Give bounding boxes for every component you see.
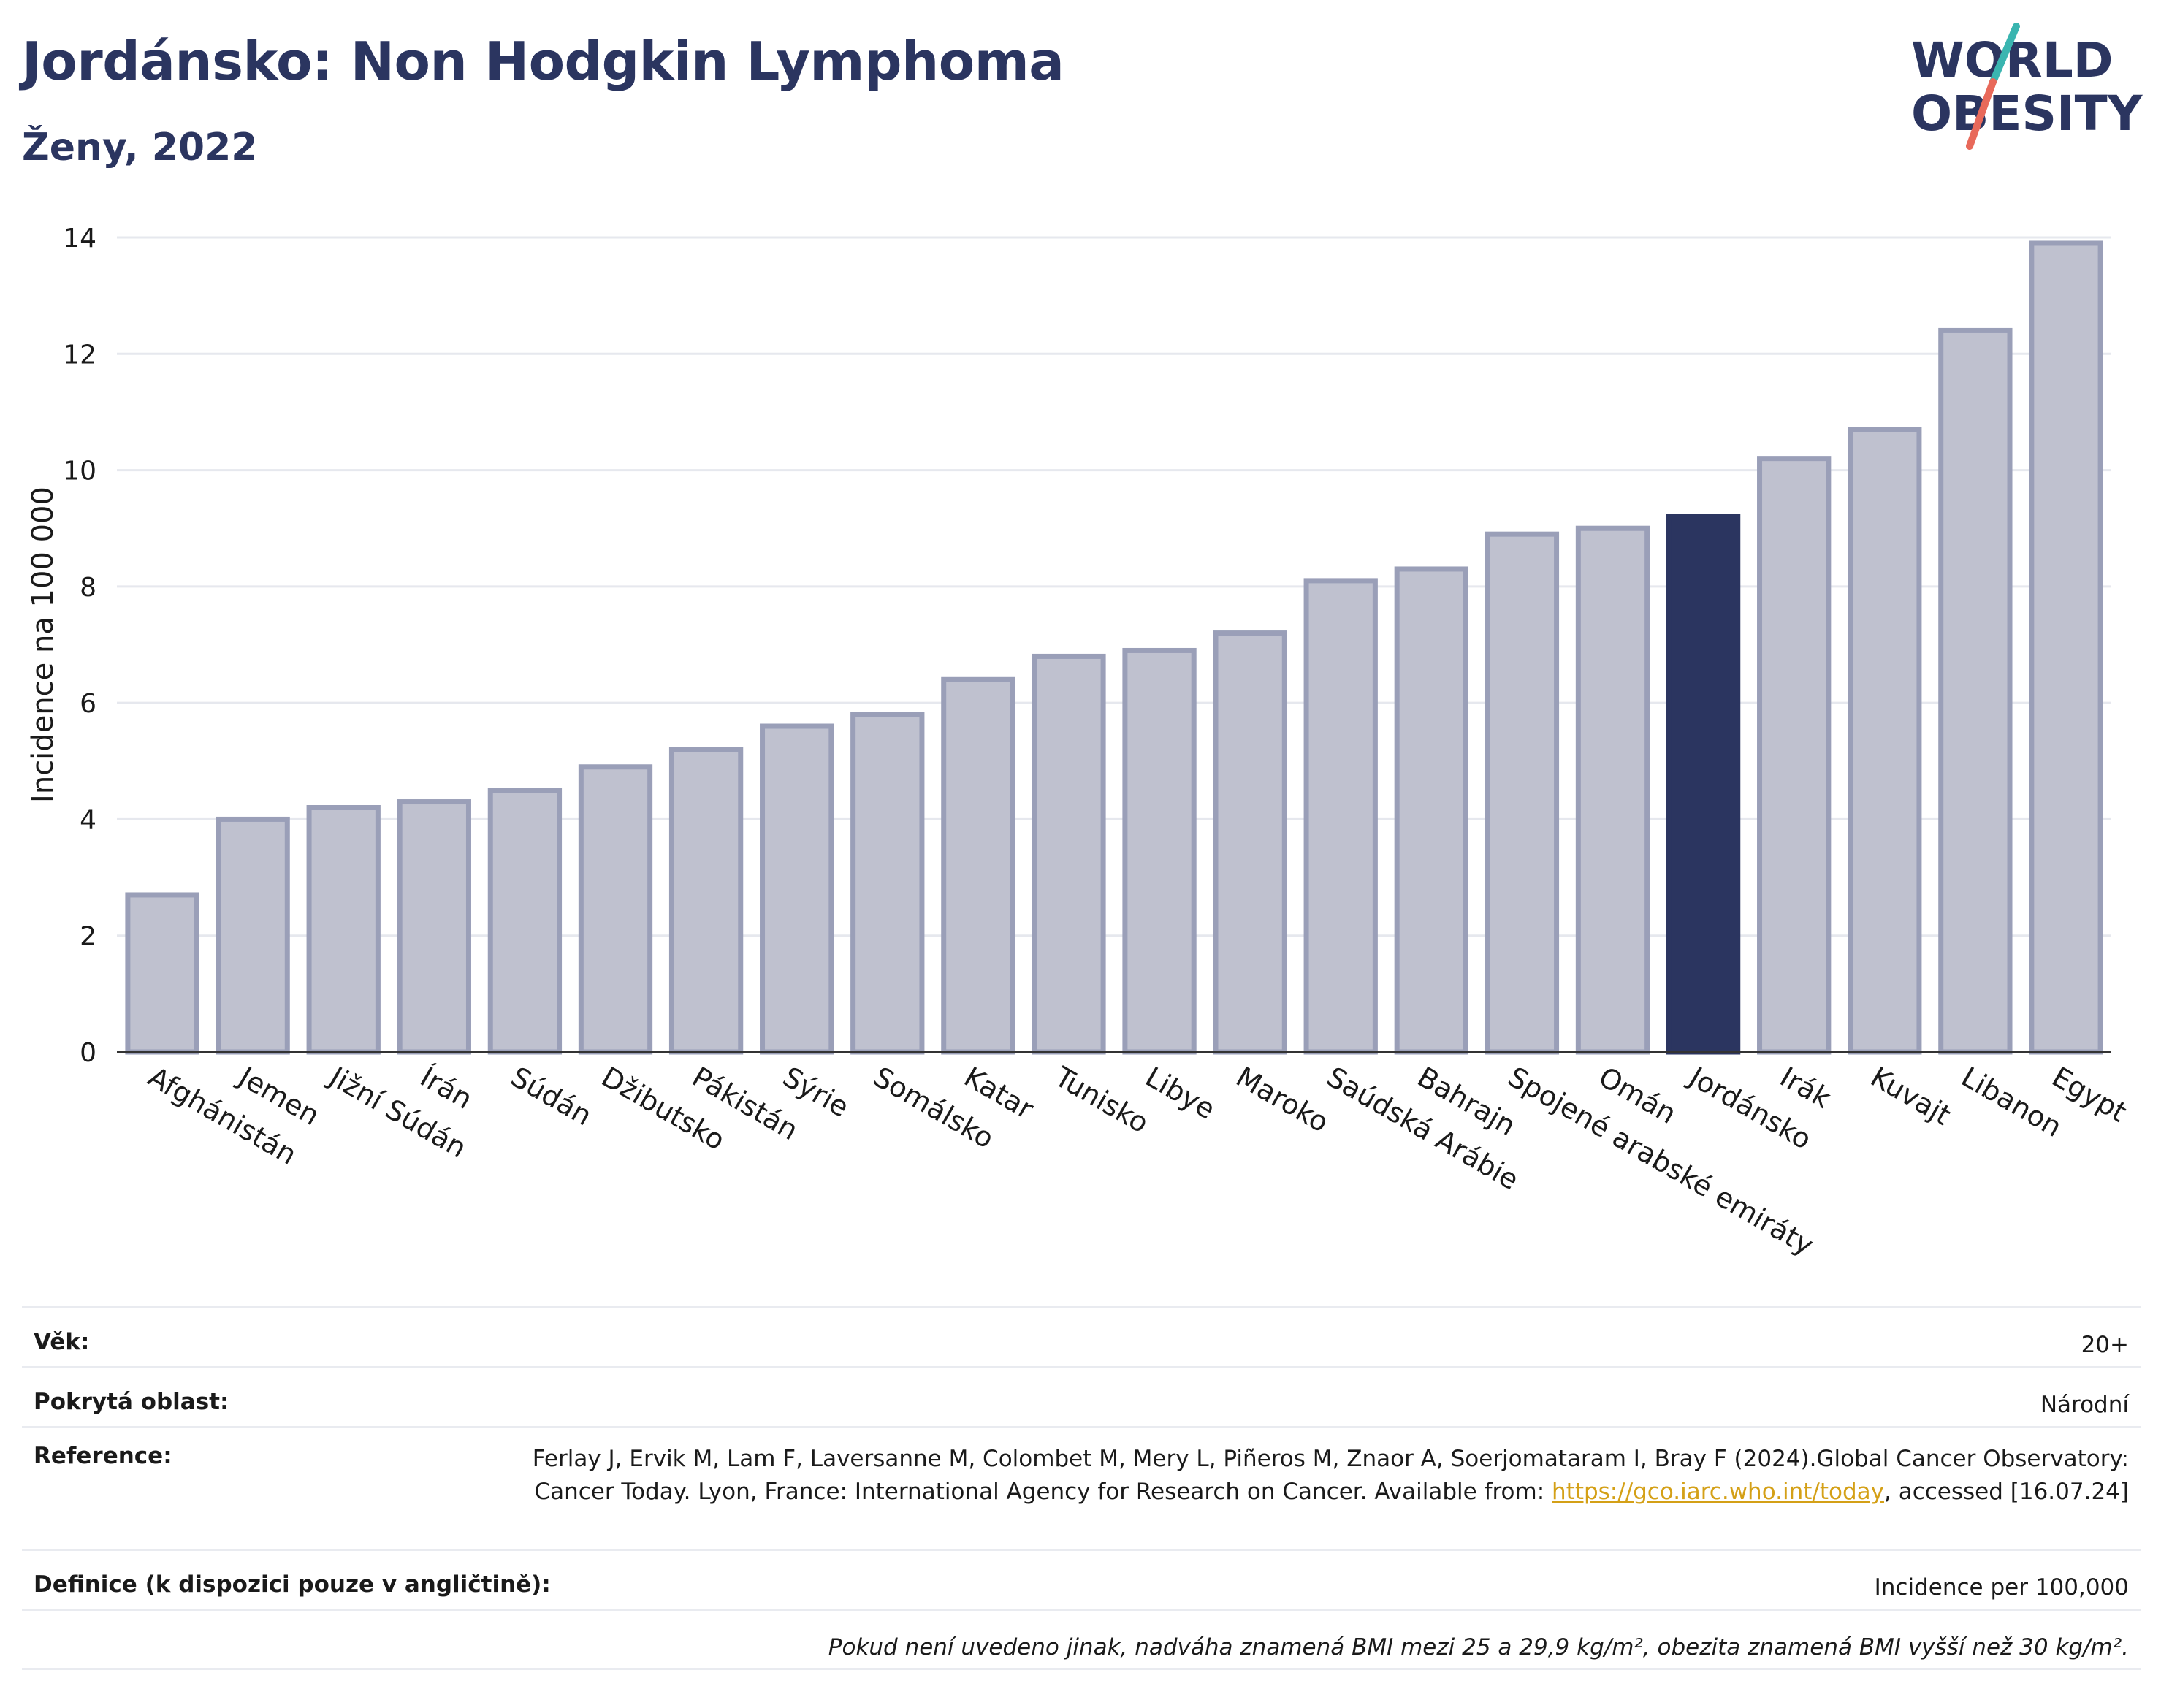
x-tick-label: Súdán <box>506 1061 598 1132</box>
area-value: Národní <box>2040 1392 2129 1418</box>
info-table: Věk: 20+ Pokrytá oblast: Národní Referen… <box>22 1306 2141 1670</box>
x-tick-label: Kuvajt <box>1865 1061 1956 1132</box>
age-label: Věk: <box>34 1329 90 1355</box>
reference-label: Reference: <box>34 1443 172 1469</box>
bar <box>578 764 653 1055</box>
page-title: Jordánsko: Non Hodgkin Lymphoma <box>22 31 1064 92</box>
info-row-area: Pokrytá oblast: Národní <box>22 1366 2141 1426</box>
bar <box>216 816 290 1055</box>
logo-word-2: OBESITY <box>1911 85 2143 142</box>
bar <box>1213 630 1287 1055</box>
reference-text: Ferlay J, Ervik M, Lam F, Laversanne M, … <box>532 1446 2129 1505</box>
bar <box>397 799 471 1055</box>
y-tick-label: 0 <box>80 1038 96 1068</box>
area-label: Pokrytá oblast: <box>34 1389 229 1415</box>
x-tick-label: Tunisko <box>1049 1060 1154 1140</box>
definition-value: Incidence per 100,000 <box>1874 1574 2129 1601</box>
bar <box>306 805 381 1055</box>
bar <box>1666 514 1741 1055</box>
reference-value: Ferlay J, Ervik M, Lam F, Laversanne M, … <box>522 1443 2129 1509</box>
reference-accessed: , accessed [16.07.24] <box>1883 1479 2129 1505</box>
bar <box>668 747 744 1055</box>
y-tick-label: 10 <box>63 457 96 487</box>
bar <box>1122 647 1197 1055</box>
bar <box>1848 427 1922 1055</box>
y-tick-label: 6 <box>80 689 96 719</box>
world-obesity-logo: WORLD OBESITY <box>1911 23 2143 150</box>
info-row-age: Věk: 20+ <box>22 1306 2141 1366</box>
bar <box>760 723 834 1055</box>
info-row-definition: Definice (k dispozici pouze v angličtině… <box>22 1549 2141 1609</box>
bar <box>1303 578 1378 1055</box>
logo-slash-coral <box>1966 78 1997 150</box>
page-subtitle: Ženy, 2022 <box>22 126 258 169</box>
bar <box>487 788 563 1055</box>
bar <box>125 892 199 1055</box>
bar <box>1575 525 1650 1055</box>
y-axis-label: Incidence na 100 000 <box>26 487 60 803</box>
bmi-note: Pokud není uvedeno jinak, nadváha znamen… <box>828 1634 2129 1661</box>
y-tick-label: 14 <box>63 224 96 253</box>
definition-label: Definice (k dispozici pouze v angličtině… <box>34 1571 551 1598</box>
bar <box>941 676 1015 1055</box>
x-tick-label: Libye <box>1140 1061 1221 1126</box>
bar <box>1485 531 1560 1055</box>
x-tick-label: Libanon <box>1956 1061 2067 1143</box>
bar <box>2029 240 2103 1055</box>
bar <box>1032 653 1106 1055</box>
reference-link[interactable]: https://gco.iarc.who.int/today <box>1552 1479 1884 1505</box>
bar <box>1938 327 2013 1055</box>
age-value: 20+ <box>2081 1332 2129 1358</box>
x-tick-label: Irák <box>1775 1061 1836 1115</box>
bar <box>1394 566 1468 1055</box>
y-tick-label: 8 <box>80 573 96 603</box>
y-tick-label: 4 <box>80 805 96 835</box>
x-tick-label: Írán <box>415 1061 478 1116</box>
info-row-note: Pokud není uvedeno jinak, nadváha znamen… <box>22 1609 2141 1670</box>
y-tick-label: 2 <box>80 922 96 952</box>
logo-slash-teal <box>1989 23 2020 85</box>
x-tick-label: Maroko <box>1231 1061 1335 1139</box>
bar <box>1757 456 1832 1055</box>
y-tick-label: 12 <box>63 340 96 370</box>
bar <box>850 712 925 1055</box>
info-row-reference: Reference: Ferlay J, Ervik M, Lam F, Lav… <box>22 1426 2141 1549</box>
